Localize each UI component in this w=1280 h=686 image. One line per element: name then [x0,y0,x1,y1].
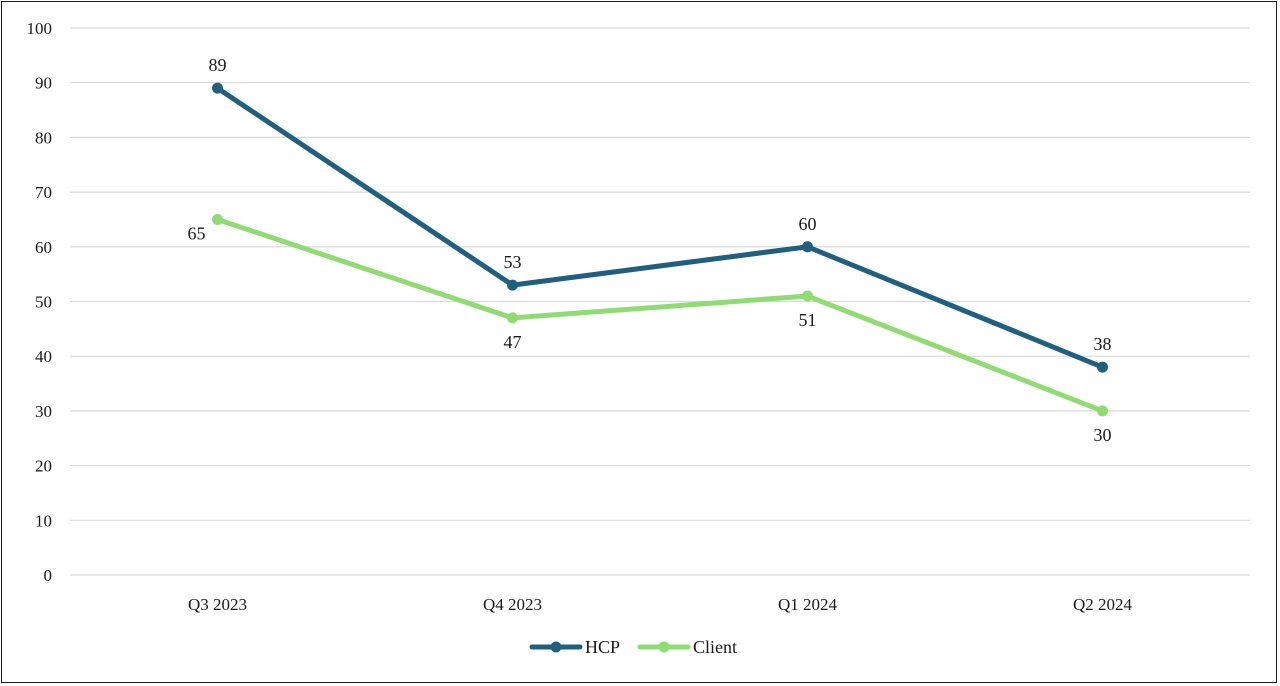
series-lines [212,82,1108,417]
y-tick-label: 60 [35,238,52,257]
y-tick-label: 70 [35,183,52,202]
legend-label-hcp: HCP [585,637,620,657]
gridlines [70,27,1250,576]
x-tick-label: Q2 2024 [1073,595,1133,614]
x-axis-ticks: Q3 2023 Q4 2023 Q1 2024 Q2 2024 [188,595,1133,614]
data-labels: 89 53 60 38 65 47 51 30 [188,55,1112,445]
data-label-client: 51 [799,310,817,330]
data-point-client [1097,405,1108,417]
series-line-hcp [215,85,1105,370]
data-point-client [802,290,813,302]
data-point-client [507,312,518,324]
series-line-client [215,216,1105,414]
x-tick-label: Q3 2023 [188,595,247,614]
legend-label-client: Client [693,637,737,657]
data-point-client [212,213,223,225]
x-tick-label: Q1 2024 [778,595,838,614]
y-tick-label: 50 [35,293,52,312]
data-point-hcp [802,241,813,253]
data-label-client: 47 [504,332,522,352]
y-tick-label: 30 [35,402,52,421]
y-tick-label: 80 [35,128,52,147]
y-tick-label: 90 [35,74,52,93]
data-label-hcp: 89 [209,55,227,75]
data-label-hcp: 38 [1094,334,1112,354]
data-point-hcp [507,279,518,291]
y-tick-label: 0 [44,566,53,585]
y-tick-label: 20 [35,457,52,476]
legend-marker-client [658,641,670,653]
legend: HCP Client [529,637,737,657]
legend-marker-hcp [550,641,562,653]
y-tick-label: 40 [35,347,52,366]
data-point-hcp [1097,361,1108,373]
data-point-hcp [212,82,223,94]
data-label-client: 65 [188,223,206,243]
data-label-hcp: 60 [799,214,817,234]
x-tick-label: Q4 2023 [483,595,542,614]
y-tick-label: 10 [35,511,52,530]
y-tick-label: 100 [27,19,53,38]
data-label-client: 30 [1094,425,1112,445]
y-axis-ticks: 0 10 20 30 40 50 60 70 80 90 100 [27,19,53,585]
data-label-hcp: 53 [504,252,522,272]
